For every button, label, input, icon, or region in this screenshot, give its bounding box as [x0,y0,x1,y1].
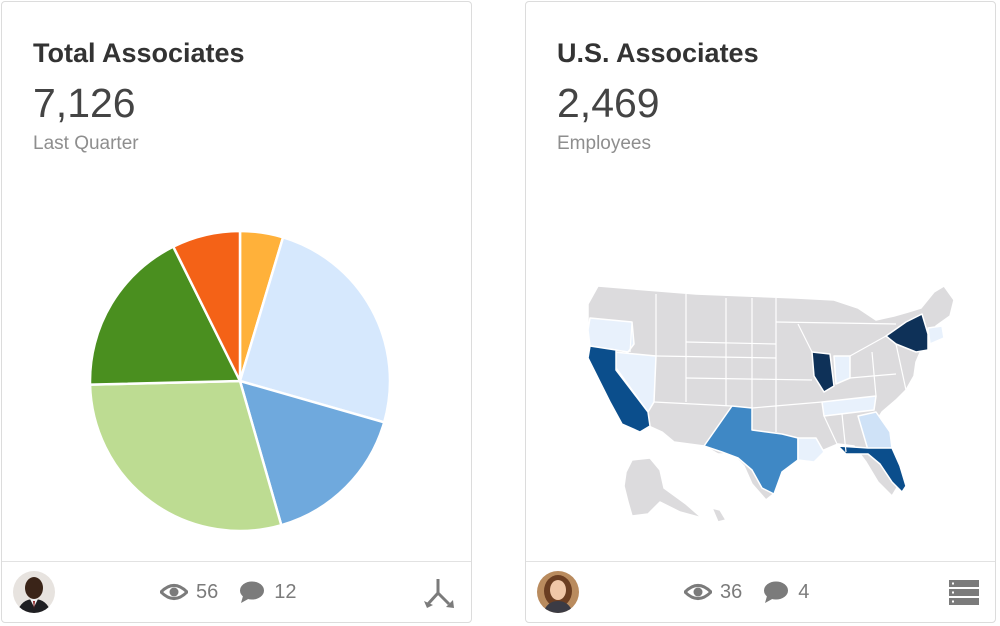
card-metric: 7,126 [33,80,136,126]
card-title: U.S. Associates [557,38,759,68]
pie-chart [88,229,392,533]
louisiana [797,437,825,463]
new-york [885,313,929,353]
comments-count: 12 [274,580,297,603]
views-count: 56 [196,580,219,603]
card-metric: 2,469 [557,80,660,126]
us-map [587,285,955,523]
split-arrows-icon[interactable] [423,576,457,610]
list-view-icon[interactable] [947,576,981,610]
comment-icon[interactable] [238,580,266,604]
california [587,345,651,433]
card-subtitle: Employees [557,133,651,154]
pie-slice-2[interactable] [238,236,392,424]
pie-slice-5[interactable] [88,245,242,386]
person-avatar-icon[interactable] [13,571,55,613]
comments-count: 4 [798,580,810,603]
texas [703,405,799,495]
northeast-states [927,325,945,345]
comment-icon[interactable] [762,580,790,604]
pie-slice-4[interactable] [88,379,283,533]
card-stats: 56 12 [160,579,317,605]
indiana [833,355,851,385]
eye-icon [160,584,188,600]
georgia [857,411,893,451]
eye-icon [684,584,712,600]
card-footer: 36 4 [526,561,995,622]
pie-slice-3[interactable] [238,379,386,527]
views-count: 36 [720,580,743,603]
alaska [623,457,703,519]
hawaii [711,507,727,523]
pie-slice-6[interactable] [172,229,242,383]
card-footer: 56 12 [2,561,471,622]
card-stats: 36 4 [684,579,829,605]
illinois [811,351,835,393]
card-subtitle: Last Quarter [33,133,139,154]
card-title: Total Associates [33,38,245,68]
florida [837,445,907,493]
tennessee [821,395,877,417]
total-associates-card[interactable]: Total Associates 7,126 Last Quarter 56 [1,1,472,623]
us-associates-card[interactable]: U.S. Associates 2,469 Employees [525,1,996,623]
person-avatar-icon[interactable] [537,571,579,613]
